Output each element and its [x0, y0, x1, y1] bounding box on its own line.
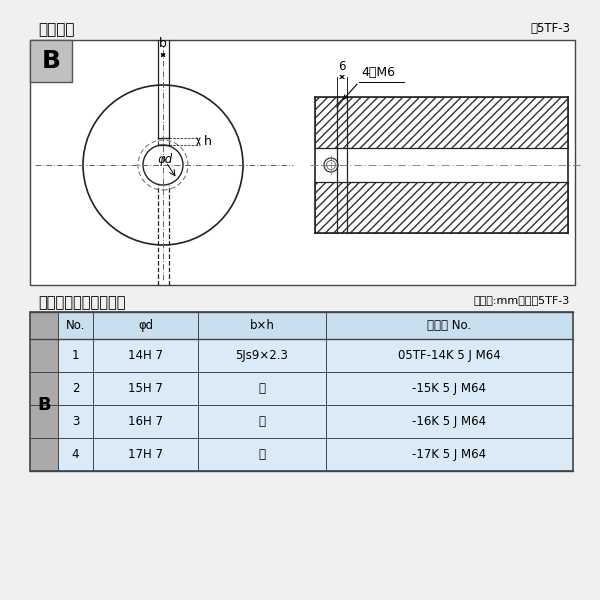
Text: φd: φd	[138, 319, 153, 332]
Text: 05TF-14K 5 J M64: 05TF-14K 5 J M64	[398, 349, 501, 362]
Text: -16K 5 J M64: -16K 5 J M64	[412, 415, 487, 428]
Bar	[30, 312, 58, 471]
Bar	[315, 182, 337, 233]
Text: 軸穴形状: 軸穴形状	[38, 22, 74, 37]
Text: 図5TF-3: 図5TF-3	[530, 22, 570, 35]
Text: -15K 5 J M64: -15K 5 J M64	[413, 382, 487, 395]
Text: 〃: 〃	[259, 382, 265, 395]
Bar	[30, 312, 573, 471]
Bar	[337, 182, 347, 233]
Text: 3: 3	[72, 415, 79, 428]
Bar	[58, 372, 573, 405]
Bar	[347, 97, 568, 148]
Text: 6: 6	[338, 60, 346, 73]
Text: コード No.: コード No.	[427, 319, 472, 332]
Text: -17K 5 J M64: -17K 5 J M64	[412, 448, 487, 461]
Text: 1: 1	[72, 349, 79, 362]
Text: 15H 7: 15H 7	[128, 382, 163, 395]
Text: 〃: 〃	[259, 415, 265, 428]
Bar	[58, 405, 573, 438]
Text: （単位:mm）　表5TF-3: （単位:mm） 表5TF-3	[474, 295, 570, 305]
Text: No.: No.	[66, 319, 85, 332]
Bar	[58, 339, 573, 372]
Text: b: b	[159, 37, 167, 50]
Text: b×h: b×h	[250, 319, 274, 332]
Text: 4－M6: 4－M6	[361, 66, 395, 79]
Text: 17H 7: 17H 7	[128, 448, 163, 461]
Text: B: B	[37, 396, 51, 414]
Text: 14H 7: 14H 7	[128, 349, 163, 362]
Text: 〃: 〃	[259, 448, 265, 461]
Bar	[347, 182, 568, 233]
Text: φd: φd	[157, 154, 173, 166]
Bar	[30, 312, 573, 339]
Bar	[30, 40, 72, 82]
Bar	[315, 97, 337, 148]
Text: 4: 4	[72, 448, 79, 461]
Bar	[337, 97, 347, 148]
Text: 5Js9×2.3: 5Js9×2.3	[236, 349, 289, 362]
Text: 軸穴形状コードー覧表: 軸穴形状コードー覧表	[38, 295, 125, 310]
Bar	[58, 438, 573, 471]
Bar	[30, 40, 575, 285]
Text: h: h	[203, 135, 211, 148]
Text: 2: 2	[72, 382, 79, 395]
Text: B: B	[41, 49, 61, 73]
Text: 16H 7: 16H 7	[128, 415, 163, 428]
